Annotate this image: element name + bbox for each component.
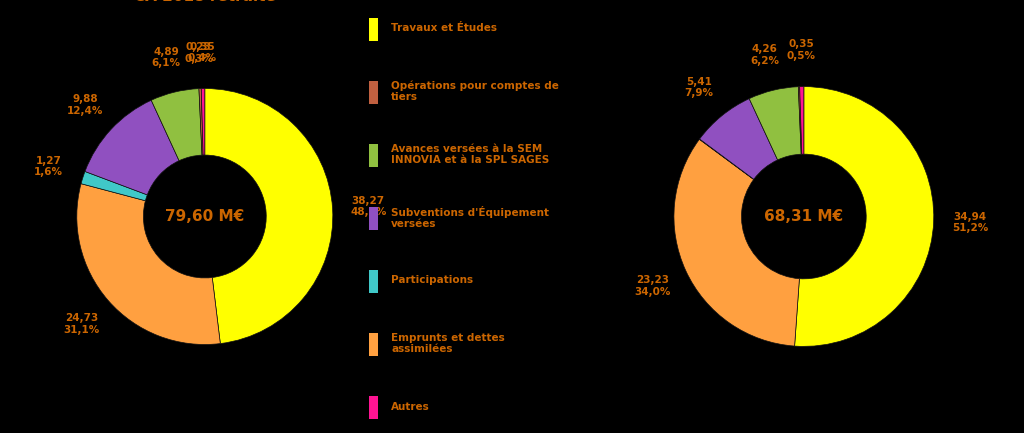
Wedge shape — [205, 88, 333, 343]
Wedge shape — [77, 184, 220, 345]
Text: 34,94
51,2%: 34,94 51,2% — [952, 212, 988, 233]
Text: 4,26
6,2%: 4,26 6,2% — [751, 44, 779, 66]
Text: Participations: Participations — [391, 275, 473, 285]
Wedge shape — [202, 88, 205, 155]
Bar — [369, 144, 379, 167]
Wedge shape — [199, 89, 203, 155]
Text: 1,27
1,6%: 1,27 1,6% — [34, 156, 63, 178]
Wedge shape — [750, 87, 801, 160]
Text: 9,88
12,4%: 9,88 12,4% — [67, 94, 103, 116]
Text: Subventions d'Équipement
versées: Subventions d'Équipement versées — [391, 206, 549, 229]
Bar — [369, 270, 379, 293]
Wedge shape — [699, 139, 754, 179]
Wedge shape — [152, 89, 202, 161]
Text: 79,60 M€: 79,60 M€ — [165, 209, 245, 224]
Text: 4,89
6,1%: 4,89 6,1% — [152, 46, 180, 68]
Text: 0,35
0,4%: 0,35 0,4% — [188, 42, 217, 64]
Wedge shape — [800, 87, 804, 154]
Wedge shape — [795, 87, 934, 346]
Wedge shape — [699, 99, 777, 179]
Text: Autres: Autres — [391, 401, 430, 412]
Text: 5,41
7,9%: 5,41 7,9% — [684, 77, 714, 98]
Text: 24,73
31,1%: 24,73 31,1% — [63, 313, 99, 335]
Bar — [369, 207, 379, 230]
Bar — [369, 396, 379, 419]
Text: 23,23
34,0%: 23,23 34,0% — [635, 275, 671, 297]
Text: 0,35
0,5%: 0,35 0,5% — [786, 39, 816, 61]
Bar — [369, 18, 379, 41]
Wedge shape — [81, 171, 147, 201]
Title: Dépenses réelles d'investissement
CA 2018 retraité: Dépenses réelles d'investissement CA 201… — [55, 0, 354, 3]
Text: 0,23
0,3%: 0,23 0,3% — [184, 42, 213, 64]
Wedge shape — [799, 87, 802, 154]
Text: Avances versées à la SEM
INNOVIA et à la SPL SAGES: Avances versées à la SEM INNOVIA et à la… — [391, 144, 550, 165]
Wedge shape — [674, 139, 800, 346]
Text: 68,31 M€: 68,31 M€ — [764, 209, 844, 224]
Bar — [369, 81, 379, 104]
Wedge shape — [85, 100, 179, 195]
Bar — [369, 333, 379, 356]
Text: Emprunts et dettes
assimilées: Emprunts et dettes assimilées — [391, 333, 505, 354]
Text: 38,27
48,1%: 38,27 48,1% — [350, 196, 386, 217]
Text: Opérations pour comptes de
tiers: Opérations pour comptes de tiers — [391, 80, 559, 102]
Text: Travaux et Études: Travaux et Études — [391, 23, 498, 33]
